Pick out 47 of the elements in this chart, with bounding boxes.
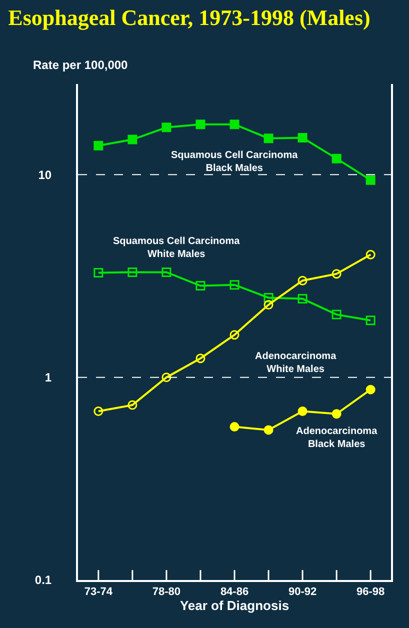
point (366, 250, 376, 260)
x-tick-label: 78-80 (152, 586, 181, 598)
point (162, 122, 172, 132)
point (264, 134, 274, 144)
y-tick-label: 0.1 (34, 573, 52, 588)
point (196, 281, 206, 290)
x-tick-label: 90-92 (288, 586, 317, 598)
chart-title: Esophageal Cancer, 1973-1998 (Males) (8, 4, 370, 30)
point (298, 406, 308, 416)
text: Adenocarcinoma White Males (255, 351, 337, 375)
point (298, 276, 308, 286)
point (332, 409, 342, 419)
x-tick-label: 96-98 (356, 586, 385, 598)
point (298, 133, 308, 143)
point (366, 175, 376, 185)
point (94, 406, 104, 416)
point (366, 316, 376, 326)
point (94, 268, 104, 278)
point (128, 134, 138, 144)
series-label: Adenocarcinoma Black Males (296, 426, 378, 450)
series-label: Squamous Cell Carcinoma Black Males (171, 150, 298, 174)
series-label: Squamous Cell Carcinoma White Males (113, 236, 240, 260)
y-tick-label: 1 (44, 370, 52, 385)
point (264, 425, 274, 435)
point (264, 292, 274, 302)
y-tick-label: 10 (38, 168, 52, 182)
point (230, 330, 240, 340)
x-tick-label: 73-74 (84, 586, 114, 598)
point (162, 372, 172, 382)
point (332, 269, 342, 279)
point (94, 140, 104, 150)
point (162, 267, 172, 277)
point (128, 267, 138, 277)
y-axis-title: Rate per 100,000 (33, 58, 128, 72)
point (230, 120, 240, 130)
point (264, 300, 274, 310)
point (128, 400, 138, 410)
point (230, 422, 240, 432)
point (230, 280, 240, 290)
point (196, 354, 206, 364)
x-tick-label: 84-86 (220, 586, 249, 598)
point (332, 154, 342, 164)
point (332, 310, 342, 320)
point (196, 120, 206, 130)
x-axis-title: Year of Diagnosis (180, 598, 290, 614)
point (298, 294, 308, 304)
point (366, 384, 376, 394)
